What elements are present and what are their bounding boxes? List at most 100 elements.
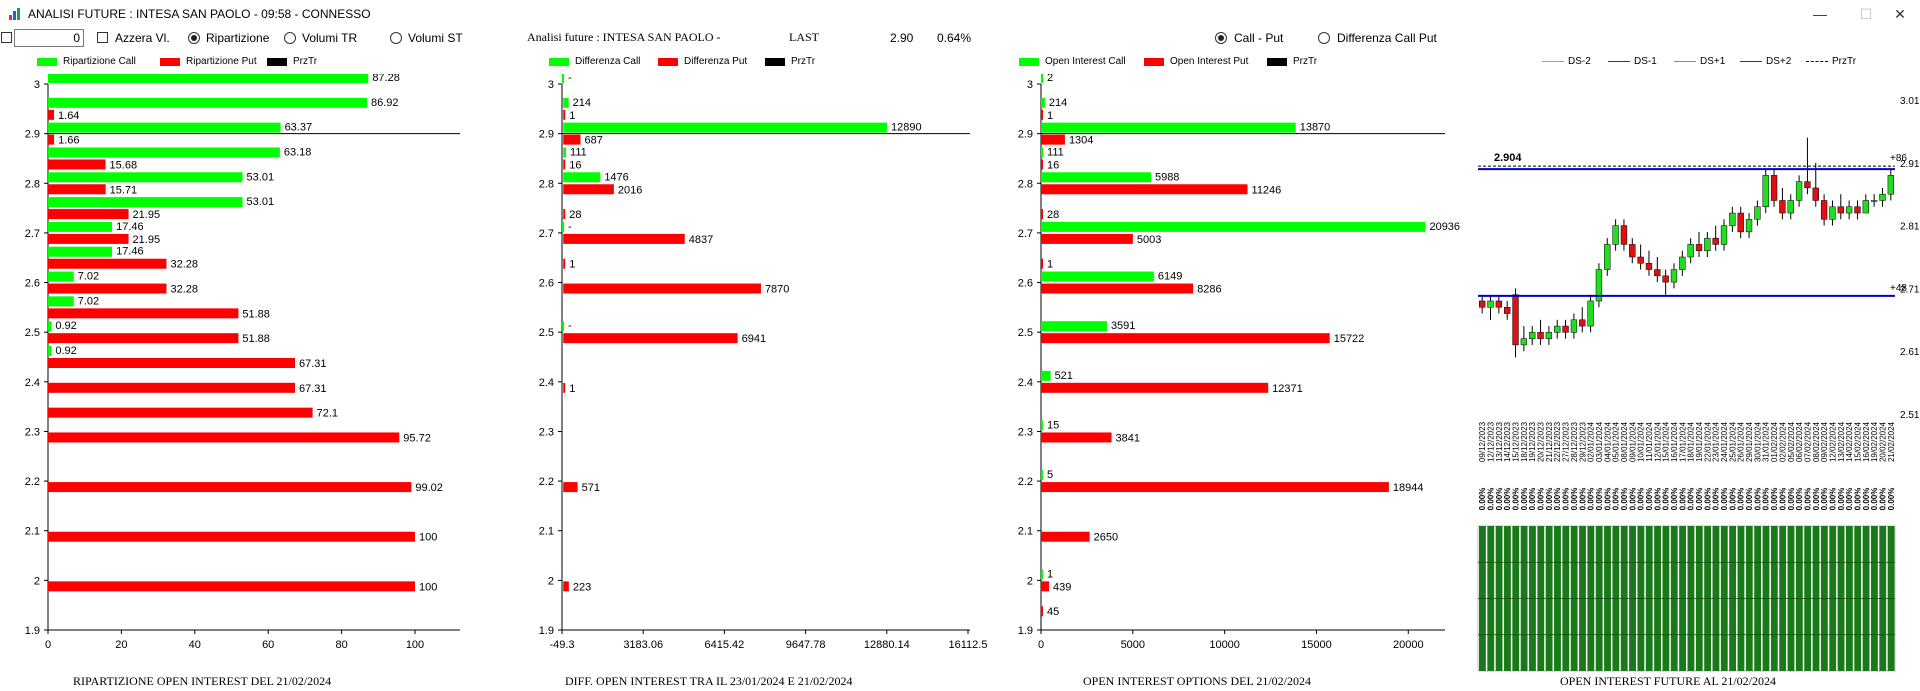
legend-prztr: PrzTr xyxy=(293,56,318,67)
call-bar xyxy=(48,271,74,282)
put-bar xyxy=(563,382,566,393)
chart-differenza: Differenza Call Differenza Put PrzTr 3 2.… xyxy=(500,54,1000,691)
date-label: 10/01/2024 xyxy=(1637,421,1646,462)
put-bar-label: 51.88 xyxy=(242,308,270,320)
counter-input[interactable] xyxy=(14,29,84,47)
x-tick-label: 20 xyxy=(115,639,127,651)
app-chart-icon xyxy=(9,8,20,20)
legend-ds-minus2: DS-2 xyxy=(1568,56,1591,67)
toolbar-checkbox[interactable] xyxy=(1,32,12,43)
y-tick-label: 2.5 xyxy=(539,327,554,339)
chart-differenza-title: DIFF. OPEN INTEREST TRA IL 23/01/2024 E … xyxy=(565,674,853,688)
candle-body xyxy=(1870,200,1878,202)
candle-body xyxy=(1787,200,1794,214)
radio-ripartizione[interactable] xyxy=(188,32,200,44)
call-bar-label: 1 xyxy=(1047,568,1053,580)
date-label: 20/02/2024 xyxy=(1878,421,1887,462)
x-tick-label: 3183.06 xyxy=(623,639,663,651)
legend-line-ds-plus2 xyxy=(1740,61,1762,62)
candle-body xyxy=(1562,325,1569,333)
legend-diff-prztr: PrzTr xyxy=(791,56,816,67)
close-button[interactable]: ✕ xyxy=(1894,6,1906,22)
call-bar xyxy=(562,321,565,332)
put-bar-label: 6941 xyxy=(742,333,766,345)
radio-call-put[interactable] xyxy=(1215,32,1227,44)
put-bar xyxy=(563,109,566,120)
put-bar-label: 2016 xyxy=(618,184,642,196)
call-bar-label: 214 xyxy=(573,97,591,109)
date-label: 28/12/2023 xyxy=(1570,421,1579,462)
chart-future-title: OPEN INTEREST FUTURE AL 21/02/2024 xyxy=(1560,674,1777,688)
chart-differenza-plot: 3 2.9 2.8 2.7 2.6 2.5 2.4 2.3 2.2 2.1 2 1.9 -49.3 318… xyxy=(539,74,987,651)
x-tick-label: 10000 xyxy=(1209,639,1240,651)
legend-oi-call: Open Interest Call xyxy=(1045,56,1126,67)
volume-label: 0.00% xyxy=(1753,488,1762,511)
put-bar-label: 21.95 xyxy=(133,234,161,246)
radio-volumi-st[interactable] xyxy=(390,32,402,44)
call-bar-label: 17.46 xyxy=(116,246,144,258)
put-bar xyxy=(1041,233,1133,244)
call-bar-label: 7.02 xyxy=(78,271,99,283)
date-label: 16/01/2024 xyxy=(1670,421,1679,462)
volume-label: 0.00% xyxy=(1478,488,1487,511)
radio-volumi-tr[interactable] xyxy=(284,32,296,44)
put-bar-label: 1.64 xyxy=(58,110,79,122)
candle-body xyxy=(1620,225,1628,245)
candle-body xyxy=(1695,244,1703,251)
put-bar-label: 32.28 xyxy=(170,284,198,296)
candle-body xyxy=(1604,244,1611,270)
put-bar xyxy=(48,209,129,220)
volume-label: 0.00% xyxy=(1695,488,1704,511)
put-bar-label: 5003 xyxy=(1137,234,1161,246)
legend-swatch-oi-prztr xyxy=(1267,58,1287,66)
radio-volumi-st-label: Volumi ST xyxy=(408,31,463,45)
volume-label: 0.00% xyxy=(1637,488,1646,511)
volume-label: 0.00% xyxy=(1770,488,1779,511)
chart-open-interest-title: OPEN INTEREST OPTIONS DEL 21/02/2024 xyxy=(1083,674,1311,688)
date-label: 19/02/2024 xyxy=(1870,421,1879,462)
y-tick-label: 2.7 xyxy=(539,228,554,240)
volume-label: 0.00% xyxy=(1887,488,1896,511)
maximize-button[interactable]: ☐ xyxy=(1859,6,1873,22)
x-tick-label: 5000 xyxy=(1121,639,1145,651)
x-tick-label: 60 xyxy=(262,639,274,651)
volume-label: 0.00% xyxy=(1653,488,1662,511)
candle-body xyxy=(1587,300,1594,327)
call-bar-label: 5988 xyxy=(1155,171,1179,183)
date-label: 18/12/2023 xyxy=(1520,421,1529,462)
y-tick-label: 2 xyxy=(1027,575,1033,587)
y-tick-label: 2 xyxy=(34,575,40,587)
candle-body xyxy=(1762,175,1769,208)
y-tick-label: 2.5 xyxy=(1018,327,1033,339)
legend-swatch-oi-call xyxy=(1019,58,1039,66)
call-bar xyxy=(563,122,888,133)
put-bar xyxy=(48,382,296,393)
call-bar-label: 1476 xyxy=(604,171,628,183)
last-value: 2.90 xyxy=(890,31,914,45)
x-tick-label: 100 xyxy=(406,639,424,651)
radio-diff-call-put[interactable] xyxy=(1318,32,1330,44)
candle-body xyxy=(1479,300,1486,308)
put-bar xyxy=(563,159,566,170)
azzera-checkbox[interactable] xyxy=(97,32,108,43)
call-bar xyxy=(48,321,52,332)
call-bar-label: 3591 xyxy=(1111,320,1135,332)
call-bar xyxy=(1041,470,1043,481)
volume-label: 0.00% xyxy=(1603,488,1612,511)
call-bar xyxy=(1041,122,1296,133)
put-bar-label: 67.31 xyxy=(299,383,327,395)
date-label: 14/12/2023 xyxy=(1503,421,1512,462)
put-bar-label: 21.95 xyxy=(133,209,161,221)
put-bar-label: 67.31 xyxy=(299,358,327,370)
candle-body xyxy=(1729,212,1736,226)
y-tick-label: 2.8 xyxy=(1018,178,1033,190)
candle-body xyxy=(1512,294,1519,346)
candle-body xyxy=(1795,181,1803,201)
call-bar-label: 13870 xyxy=(1300,122,1331,134)
volume-label: 0.00% xyxy=(1712,488,1721,511)
call-bar-label: 63.37 xyxy=(285,122,313,134)
put-bar xyxy=(563,482,578,493)
minimize-button[interactable]: — xyxy=(1813,6,1827,22)
put-bar-label: 1.66 xyxy=(58,135,79,147)
volume-label: 0.00% xyxy=(1570,488,1579,511)
